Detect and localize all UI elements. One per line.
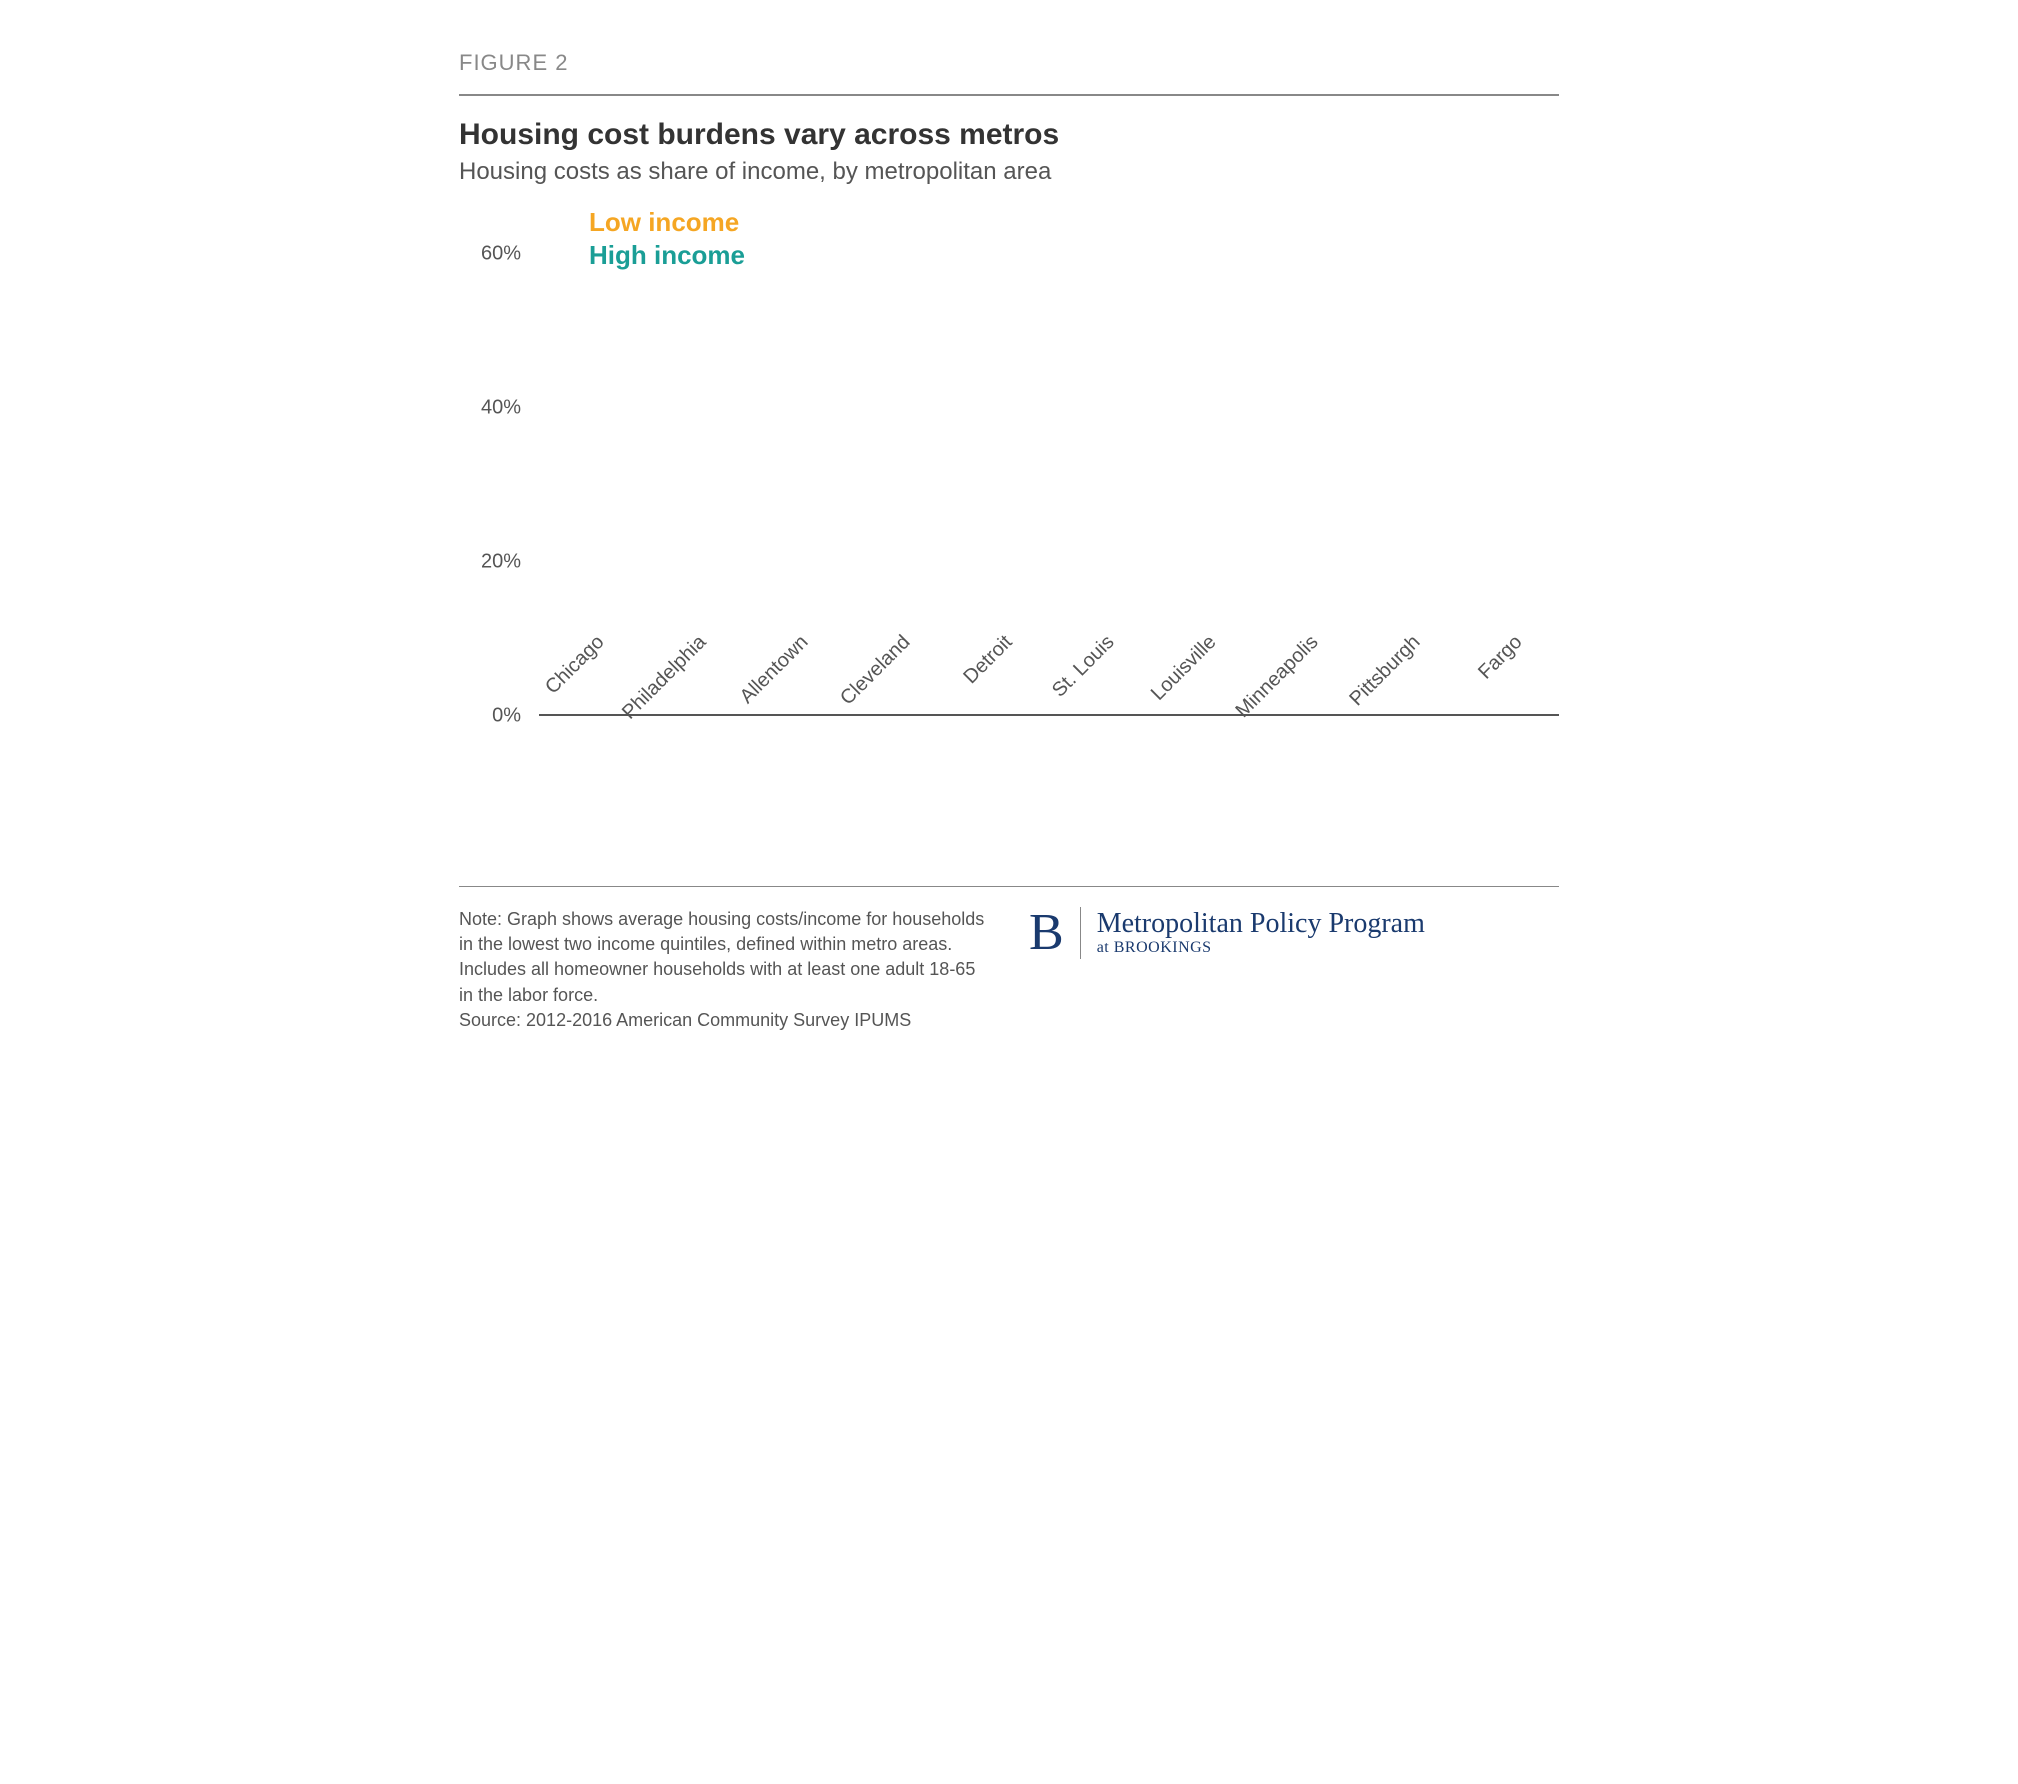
- figure-label: FIGURE 2: [459, 50, 1559, 76]
- x-axis-label: Fargo: [1457, 716, 1559, 856]
- logo-letter: B: [1029, 907, 1081, 959]
- x-axis-label: Allentown: [743, 716, 845, 856]
- footer-note-block: Note: Graph shows average housing costs/…: [459, 907, 989, 1033]
- logo-text: Metropolitan Policy Program at BROOKINGS: [1097, 909, 1425, 958]
- figure-container: FIGURE 2 Housing cost burdens vary acros…: [459, 50, 1559, 1033]
- logo-line2: at BROOKINGS: [1097, 939, 1425, 957]
- x-axis-label: Chicago: [539, 716, 641, 856]
- x-axis-label: Louisville: [1151, 716, 1253, 856]
- y-tick-label: 60%: [481, 243, 521, 266]
- logo-line1: Metropolitan Policy Program: [1097, 909, 1425, 940]
- y-tick-label: 20%: [481, 551, 521, 574]
- top-divider: [459, 94, 1559, 96]
- chart-title: Housing cost burdens vary across metros: [459, 118, 1559, 152]
- legend-low-income: Low income: [589, 206, 745, 239]
- x-axis-label: Minneapolis: [1253, 716, 1355, 856]
- bottom-divider: [459, 886, 1559, 887]
- x-axis-label: Pittsburgh: [1355, 716, 1457, 856]
- x-axis-label: Philadelphia: [641, 716, 743, 856]
- x-axis-label: Detroit: [947, 716, 1049, 856]
- legend: Low income High income: [589, 206, 745, 271]
- footer: Note: Graph shows average housing costs/…: [459, 907, 1559, 1033]
- x-axis-labels: ChicagoPhiladelphiaAllentownClevelandDet…: [539, 716, 1559, 856]
- legend-high-income: High income: [589, 239, 745, 272]
- brookings-logo: B Metropolitan Policy Program at BROOKIN…: [1029, 907, 1559, 959]
- footer-note: Note: Graph shows average housing costs/…: [459, 907, 989, 1008]
- chart-area: Low income High income 0%20%40%60% Chica…: [459, 216, 1559, 856]
- footer-source: Source: 2012-2016 American Community Sur…: [459, 1008, 989, 1033]
- y-axis: 0%20%40%60%: [459, 216, 539, 716]
- x-axis-label: St. Louis: [1049, 716, 1151, 856]
- chart-subtitle: Housing costs as share of income, by met…: [459, 158, 1559, 186]
- y-tick-label: 40%: [481, 397, 521, 420]
- x-axis-label: Cleveland: [845, 716, 947, 856]
